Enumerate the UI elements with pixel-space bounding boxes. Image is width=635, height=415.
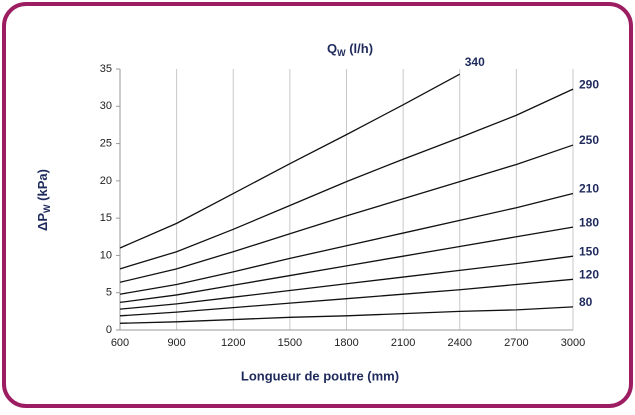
series-label: 120 <box>579 267 599 281</box>
chart-title: QW (l/h) <box>327 41 373 58</box>
series-line <box>119 192 574 295</box>
y-axis-label: ΔPW (kPa) <box>35 169 52 231</box>
x-tick-label: 2100 <box>391 337 415 349</box>
series-label: 340 <box>465 55 485 69</box>
x-tick-label: 1200 <box>221 337 245 349</box>
series-label: 290 <box>579 77 599 91</box>
series-line <box>119 73 461 249</box>
series-line <box>119 306 574 324</box>
x-tick-label: 1500 <box>278 337 302 349</box>
x-tick-label: 900 <box>167 337 185 349</box>
series-line <box>119 226 574 304</box>
frame <box>2 2 633 408</box>
x-tick-label: 600 <box>111 337 129 349</box>
y-tick-label: 30 <box>100 100 112 112</box>
series-label: 250 <box>579 133 599 147</box>
x-tick-label: 2400 <box>448 337 472 349</box>
series-label: 210 <box>579 182 599 196</box>
series-line <box>119 255 574 310</box>
series-line <box>119 278 574 317</box>
y-tick-label: 25 <box>100 137 112 149</box>
y-tick-label: 0 <box>106 324 112 336</box>
series-line <box>119 88 574 270</box>
y-tick-label: 10 <box>100 249 112 261</box>
x-tick-label: 3000 <box>561 337 585 349</box>
y-tick-label: 35 <box>100 63 112 75</box>
series-label: 80 <box>579 295 593 309</box>
series-line <box>119 144 574 283</box>
x-tick-label: 2700 <box>504 337 528 349</box>
x-axis-label: Longueur de poutre (mm) <box>241 368 399 383</box>
series-label: 180 <box>579 215 599 229</box>
y-tick-label: 15 <box>100 212 112 224</box>
y-tick-label: 20 <box>100 175 112 187</box>
y-tick-label: 5 <box>106 287 112 299</box>
x-tick-label: 1800 <box>334 337 358 349</box>
series-label: 150 <box>579 244 599 258</box>
